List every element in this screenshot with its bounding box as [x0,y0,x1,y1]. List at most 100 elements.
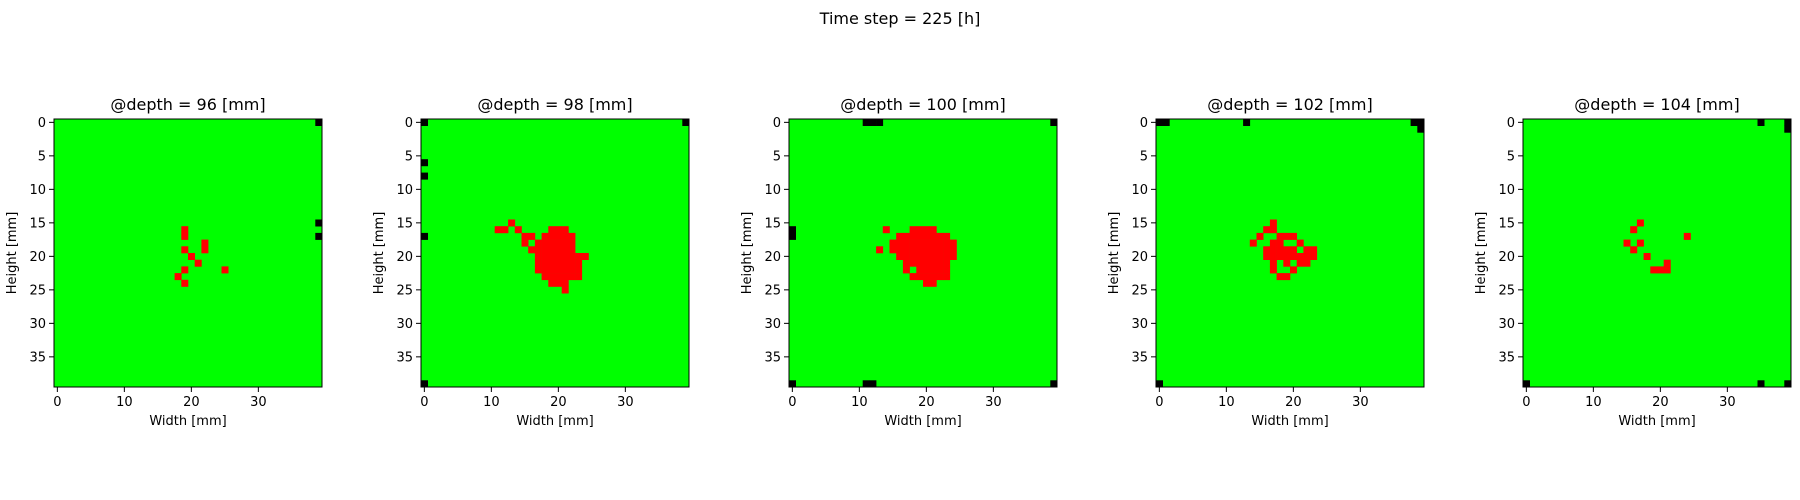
tumor-cell [896,239,904,247]
tumor-cell [1283,259,1291,267]
boundary-cell [1162,119,1170,126]
x-axis-label: Width [mm] [1618,414,1695,429]
boundary-cell [789,226,796,234]
tumor-cell [181,232,189,240]
tumor-cell [902,259,910,267]
boundary-cell [421,380,428,388]
tumor-cell [1290,253,1297,260]
tumor-cell [201,239,209,247]
tumor-cell [528,246,536,254]
tumor-cell [581,253,589,260]
boundary-cell [789,232,796,240]
y-tick-label: 30 [764,317,781,332]
y-tick-label: 30 [1498,317,1515,332]
tumor-cell [548,266,556,274]
y-tick-label: 5 [405,149,413,164]
tumor-cell [541,246,549,254]
tumor-cell [923,253,930,260]
tumor-cell [1269,219,1277,227]
tumor-cell [561,253,569,260]
y-tick-label: 0 [773,116,781,131]
y-tick-label: 15 [1498,216,1515,231]
tumor-cell [902,266,910,274]
y-tick-label: 10 [396,183,413,198]
tumor-cell [949,253,957,260]
tumor-cell [949,239,957,247]
tumor-cell [1276,239,1284,247]
tumor-cell [943,239,951,247]
tumor-cell [528,232,536,240]
tumor-cell [909,226,917,234]
x-tick-label: 30 [617,395,634,410]
boundary-cell [315,232,323,240]
tumor-cell [568,239,576,247]
tumor-cell [1636,239,1644,247]
tumor-cell [555,226,562,234]
panel-title: @depth = 100 [mm] [840,95,1005,114]
tumor-cell [555,279,562,287]
y-tick-label: 15 [29,216,46,231]
y-tick-label: 20 [1131,250,1148,265]
tumor-cell [1269,239,1277,247]
boundary-cell [421,119,428,126]
tumor-cell [1290,232,1297,240]
tumor-cell [494,226,502,234]
tumor-cell [923,232,930,240]
tumor-cell [561,246,569,254]
y-tick-label: 20 [29,250,46,265]
tumor-cell [561,259,569,267]
boundary-cell [1417,119,1425,126]
tumor-cell [929,239,937,247]
tumor-cell [568,273,576,281]
tumor-cell [561,273,569,281]
y-axis-label: Height [mm] [1107,212,1122,295]
tumor-cell [936,259,944,267]
tumor-cell [936,266,944,274]
tumor-cell [1657,266,1664,274]
x-tick-label: 0 [1155,395,1163,410]
tumor-cell [923,246,930,254]
y-tick-label: 35 [1131,350,1148,365]
y-tick-label: 0 [38,116,46,131]
x-axis-label: Width [mm] [149,414,226,429]
tumor-cell [1276,246,1284,254]
tumor-cell [1269,253,1277,260]
tumor-cell [521,232,529,240]
y-tick-label: 10 [1498,183,1515,198]
tumor-cell [876,246,884,254]
boundary-cell [869,119,877,126]
tumor-cell [1290,266,1297,274]
tumor-cell [575,273,583,281]
tumor-cell [541,259,549,267]
y-tick-label: 30 [29,317,46,332]
tumor-cell [1290,246,1297,254]
x-tick-label: 30 [1719,395,1736,410]
x-tick-label: 10 [1585,395,1602,410]
panel-title: @depth = 98 [mm] [477,95,632,114]
tumor-cell [541,266,549,274]
tumor-cell [1269,246,1277,254]
y-tick-label: 20 [764,250,781,265]
tumor-cell [541,253,549,260]
boundary-cell [421,159,428,167]
heatmap-panel-4: @depth = 102 [mm] 0 10 20 30 0 5 10 15 20 25 30 35 Wi… [1107,95,1425,429]
heatmap-background [1523,119,1791,387]
tumor-cell [1643,253,1651,260]
tumor-cell [929,273,937,281]
x-tick-label: 0 [420,395,428,410]
x-tick-label: 10 [851,395,868,410]
y-axis-label: Height [mm] [740,212,755,295]
y-axis-label: Height [mm] [5,212,20,295]
tumor-cell [514,226,522,234]
tumor-cell [181,266,189,274]
boundary-cell [421,172,428,180]
figure-suptitle: Time step = 225 [h] [819,9,981,28]
tumor-cell [541,273,549,281]
tumor-cell [1256,232,1264,240]
x-tick-label: 20 [1652,395,1669,410]
tumor-cell [575,259,583,267]
tumor-cell [916,226,924,234]
heatmap-panel-1: @depth = 96 [mm] 0 10 20 30 0 5 10 15 20 25 30 35 Wid… [5,95,323,429]
boundary-cell [876,119,884,126]
boundary-cell [1757,119,1765,126]
